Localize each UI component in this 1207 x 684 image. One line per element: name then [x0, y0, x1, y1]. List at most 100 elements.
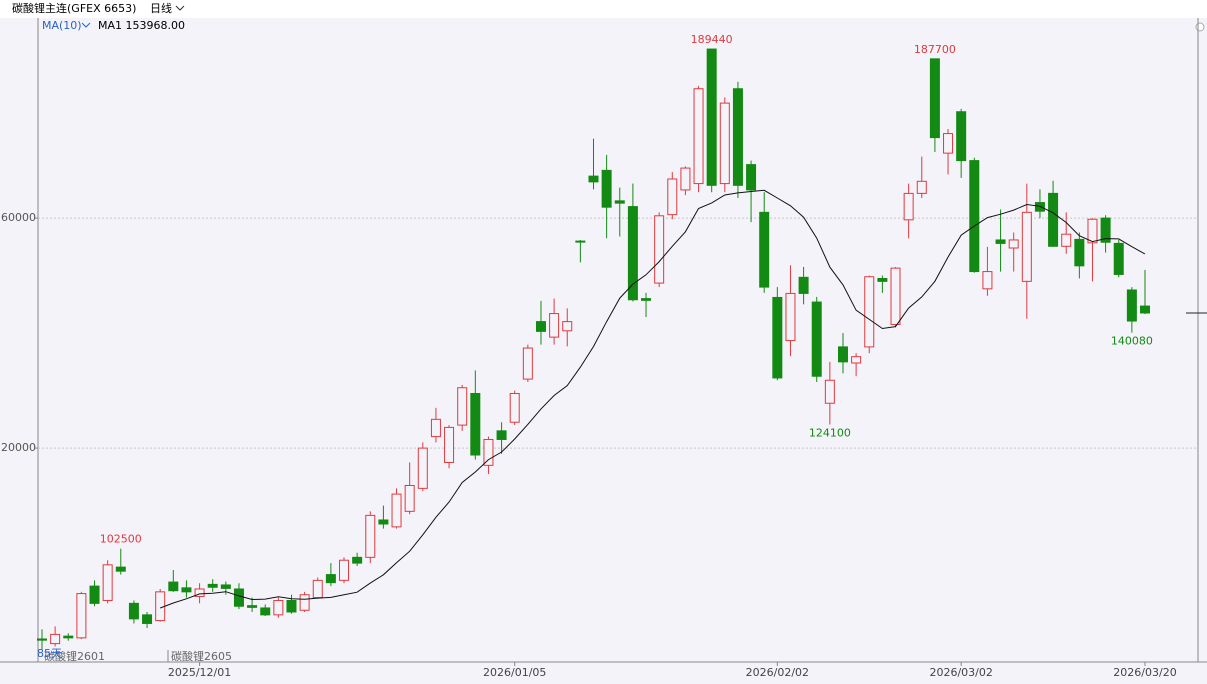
- candle-body: [128, 602, 139, 620]
- period-arrow[interactable]: [175, 5, 185, 11]
- period-selector[interactable]: 日线: [150, 1, 172, 15]
- candle-body: [391, 493, 402, 528]
- x-tick-label: 2026/03/02: [929, 666, 992, 679]
- candle-body: [444, 426, 455, 463]
- candle-body: [1087, 218, 1098, 244]
- candle-body: [1100, 217, 1111, 243]
- contract-label: 碳酸锂2601: [44, 649, 105, 663]
- candle-body: [1061, 233, 1072, 247]
- candle-body: [641, 298, 652, 301]
- candle-body: [207, 583, 218, 588]
- indicator-value: MA1 153968.00: [98, 19, 185, 32]
- candle-body: [562, 321, 573, 332]
- candle-body: [811, 301, 822, 377]
- candle-body: [759, 211, 770, 288]
- candle-body: [719, 102, 730, 185]
- x-tick-label: 2025/12/01: [168, 666, 231, 679]
- candle-body: [339, 559, 350, 581]
- candle-body: [627, 206, 638, 301]
- candle-body: [575, 240, 586, 243]
- x-tick-label: 2026/01/05: [483, 666, 546, 679]
- candle-body: [772, 296, 783, 379]
- candle-body: [430, 418, 441, 438]
- candle-body: [890, 267, 901, 325]
- candle-body: [877, 277, 888, 282]
- candle-body: [142, 614, 153, 624]
- candle-body: [312, 579, 323, 599]
- candle-body: [798, 276, 809, 294]
- y-tick-label: 120000: [0, 441, 36, 454]
- candle-body: [732, 88, 743, 186]
- candle-body: [220, 584, 231, 589]
- candle-body: [496, 430, 507, 440]
- candle-body: [89, 585, 100, 604]
- x-tick-label: 2026/03/20: [1113, 666, 1176, 679]
- candle-body: [404, 484, 415, 512]
- candle-body: [746, 164, 757, 191]
- candle-body: [181, 587, 192, 593]
- candle-body: [63, 635, 74, 639]
- candle-body: [982, 271, 993, 290]
- high-label: 102500: [100, 533, 142, 546]
- candle-body: [470, 392, 481, 456]
- high-label: 187700: [914, 43, 956, 56]
- candle-body: [522, 347, 533, 380]
- y-tick-label: 160000: [0, 211, 36, 224]
- contract-label: 碳酸锂2605: [171, 649, 232, 663]
- candle-body: [233, 588, 244, 607]
- candle-body: [1048, 192, 1059, 247]
- candle-body: [378, 519, 389, 525]
- candle-body: [325, 574, 336, 584]
- candle-body: [247, 605, 258, 608]
- day-count: 85天: [37, 647, 62, 660]
- indicator-arrow[interactable]: [81, 22, 91, 28]
- candle-body: [76, 593, 87, 639]
- candle-body: [483, 438, 494, 466]
- candle-body: [260, 607, 271, 616]
- candle-body: [365, 514, 376, 558]
- candle-body: [956, 111, 967, 162]
- title-bar: [0, 0, 1207, 18]
- candle-body: [969, 160, 980, 273]
- low-label: 140080: [1111, 335, 1153, 348]
- candle-body: [916, 180, 927, 194]
- candle-body: [943, 133, 954, 154]
- candle-body: [1140, 305, 1150, 314]
- candle-body: [601, 169, 612, 208]
- ma-line: [160, 189, 1146, 609]
- candle-body: [706, 48, 717, 186]
- settings-dot[interactable]: [1195, 22, 1205, 32]
- candle-body: [509, 392, 520, 423]
- candle-body: [693, 88, 704, 185]
- candle-body: [273, 599, 284, 616]
- candle-body: [299, 594, 310, 611]
- candle-body: [1021, 211, 1032, 282]
- candle-body: [37, 638, 47, 641]
- chart-title: 碳酸锂主连(GFEX 6653): [12, 1, 136, 15]
- candle-body: [903, 192, 914, 221]
- candle-body: [837, 346, 848, 363]
- candle-body: [864, 276, 875, 348]
- candle-body: [535, 321, 546, 332]
- candle-body: [1008, 239, 1019, 249]
- candle-body: [155, 591, 166, 622]
- candle-body: [824, 379, 835, 404]
- candle-body: [851, 356, 862, 364]
- candle-body: [929, 58, 940, 139]
- candle-body: [680, 167, 691, 191]
- candle-body: [1034, 202, 1045, 212]
- candle-body: [286, 599, 297, 613]
- candle-body: [168, 581, 179, 592]
- indicator-selector[interactable]: MA(10): [42, 19, 82, 32]
- candle-body: [194, 588, 205, 597]
- candle-body: [417, 447, 428, 489]
- high-label: 189440: [691, 33, 733, 46]
- candle-body: [1074, 238, 1085, 267]
- candle-body: [549, 313, 560, 338]
- candle-body: [102, 564, 113, 601]
- candle-body: [654, 215, 665, 284]
- low-label: 124100: [809, 427, 851, 440]
- candle-body: [1126, 289, 1137, 322]
- candle-body: [457, 387, 468, 426]
